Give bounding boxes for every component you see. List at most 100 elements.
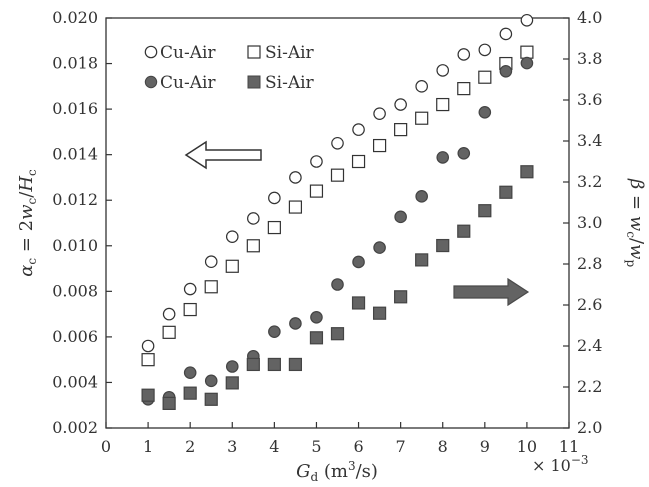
point-cu-air-open-circle: [310, 155, 323, 168]
y-right-tick-label: 4.0: [577, 8, 602, 27]
point-si-air-filled-square: [351, 296, 366, 310]
point-si-air-filled-square: [246, 357, 260, 372]
point-si-air-open-square: [267, 220, 281, 235]
point-si-air-open-square: [183, 302, 197, 317]
y-left-tick-label: 0.002: [52, 418, 98, 437]
legend: Cu-Air Si-Air Cu-Air Si-Air: [144, 43, 315, 93]
legend-label-cu-air-filled: Cu-Air: [160, 73, 216, 93]
y-left-tick-label: 0.014: [52, 145, 98, 164]
point-cu-air-open-circle: [478, 43, 492, 57]
data-points: [141, 13, 534, 410]
legend-label-si-air-filled: Si-Air: [265, 73, 315, 93]
plot-frame: [105, 17, 570, 429]
point-cu-air-open-circle: [225, 230, 239, 243]
point-si-air-open-square: [288, 200, 303, 214]
point-cu-air-filled-circle: [499, 65, 513, 78]
x-tick-label: 8: [438, 437, 448, 456]
point-si-air-filled-square: [394, 290, 408, 304]
point-si-air-filled-square: [225, 376, 239, 390]
point-cu-air-filled-circle: [204, 374, 218, 388]
point-cu-air-open-circle: [289, 171, 302, 184]
point-cu-air-filled-circle: [457, 147, 471, 160]
point-si-air-filled-square: [309, 331, 324, 345]
point-cu-air-filled-circle: [225, 360, 239, 373]
y-right-tick-label: 2.2: [577, 377, 602, 396]
point-cu-air-open-circle: [457, 48, 471, 61]
point-si-air-open-square: [372, 138, 387, 153]
point-cu-air-open-circle: [247, 212, 260, 225]
point-cu-air-open-circle: [331, 136, 344, 150]
point-cu-air-open-circle: [436, 64, 450, 77]
y-left-tick-label: 0.006: [52, 327, 98, 346]
point-si-air-filled-square: [288, 357, 303, 372]
point-si-air-filled-square: [204, 392, 218, 406]
point-cu-air-open-circle: [268, 191, 281, 205]
y-right-tick-label: 2.0: [577, 418, 602, 437]
point-si-air-open-square: [204, 280, 218, 294]
point-si-air-filled-square: [499, 185, 513, 199]
legend-label-si-air-open: Si-Air: [265, 43, 315, 63]
legend-label-cu-air-open: Cu-Air: [160, 43, 216, 63]
y-right-tick-label: 2.4: [577, 336, 602, 355]
point-si-air-open-square: [457, 82, 471, 96]
point-si-air-filled-square: [372, 306, 387, 320]
axis-tick-labels: 0 1 2 3 4 5 6 7 8 9 10 11 0.002 0.004 0.006 0.008 0.010 0…: [52, 8, 602, 456]
x-tick-label: 2: [185, 437, 195, 456]
y-left-tick-label: 0.008: [52, 281, 98, 300]
point-cu-air-open-circle: [183, 282, 197, 296]
point-si-air-open-square: [351, 154, 366, 169]
point-si-air-open-square: [225, 259, 239, 273]
point-cu-air-filled-circle: [520, 56, 534, 70]
point-si-air-filled-square: [267, 357, 281, 372]
point-si-air-open-square: [436, 97, 450, 112]
y-right-tick-label: 2.8: [577, 254, 602, 273]
point-si-air-filled-square: [141, 388, 155, 402]
point-si-air-open-square: [162, 325, 176, 339]
x-tick-label: 9: [480, 437, 490, 456]
point-cu-air-filled-circle: [289, 317, 302, 330]
point-cu-air-open-circle: [394, 98, 407, 111]
point-cu-air-open-circle: [141, 339, 155, 353]
y-axis-left-title: αc = 2wc/Hc: [16, 169, 39, 277]
legend-marker-cu-air-open: [144, 45, 158, 59]
x-tick-label: 4: [269, 437, 279, 456]
point-si-air-filled-square: [436, 238, 450, 253]
point-si-air-filled-square: [478, 204, 492, 218]
x-tick-label: 0: [101, 437, 111, 456]
y-right-tick-label: 3.4: [577, 131, 602, 150]
point-si-air-open-square: [394, 123, 408, 137]
point-cu-air-filled-circle: [436, 151, 450, 164]
x-tick-label: 6: [353, 437, 363, 456]
x-tick-label: 1: [143, 437, 153, 456]
point-si-air-open-square: [246, 239, 260, 253]
x-axis-title: Gd (m3/s): [296, 459, 378, 484]
y-left-tick-label: 0.010: [52, 236, 98, 255]
point-cu-air-open-circle: [415, 80, 428, 93]
point-cu-air-open-circle: [373, 107, 386, 120]
right-axis-arrow: [453, 277, 530, 307]
point-cu-air-open-circle: [162, 307, 176, 321]
point-si-air-open-square: [141, 353, 155, 367]
y-left-tick-label: 0.004: [52, 372, 98, 391]
point-si-air-open-square: [520, 45, 534, 59]
point-si-air-filled-square: [162, 396, 176, 410]
y-left-tick-label: 0.016: [52, 99, 98, 118]
point-cu-air-filled-circle: [478, 106, 492, 119]
y-left-tick-label: 0.018: [52, 54, 98, 73]
y-right-tick-label: 3.8: [577, 49, 602, 68]
y-right-tick-label: 3.2: [577, 172, 602, 191]
point-cu-air-filled-circle: [183, 366, 197, 379]
point-si-air-filled-square: [183, 386, 197, 400]
legend-marker-cu-air-filled: [144, 75, 158, 89]
point-cu-air-filled-circle: [394, 210, 407, 224]
y-left-tick-label: 0.020: [52, 8, 98, 27]
x-tick-label: 5: [311, 437, 321, 456]
point-cu-air-open-circle: [352, 123, 365, 136]
point-si-air-filled-square: [330, 327, 345, 341]
point-cu-air-filled-circle: [310, 310, 323, 324]
point-cu-air-filled-circle: [415, 190, 428, 203]
x-tick-label: 11: [559, 437, 579, 456]
y-right-tick-label: 3.6: [577, 90, 602, 109]
